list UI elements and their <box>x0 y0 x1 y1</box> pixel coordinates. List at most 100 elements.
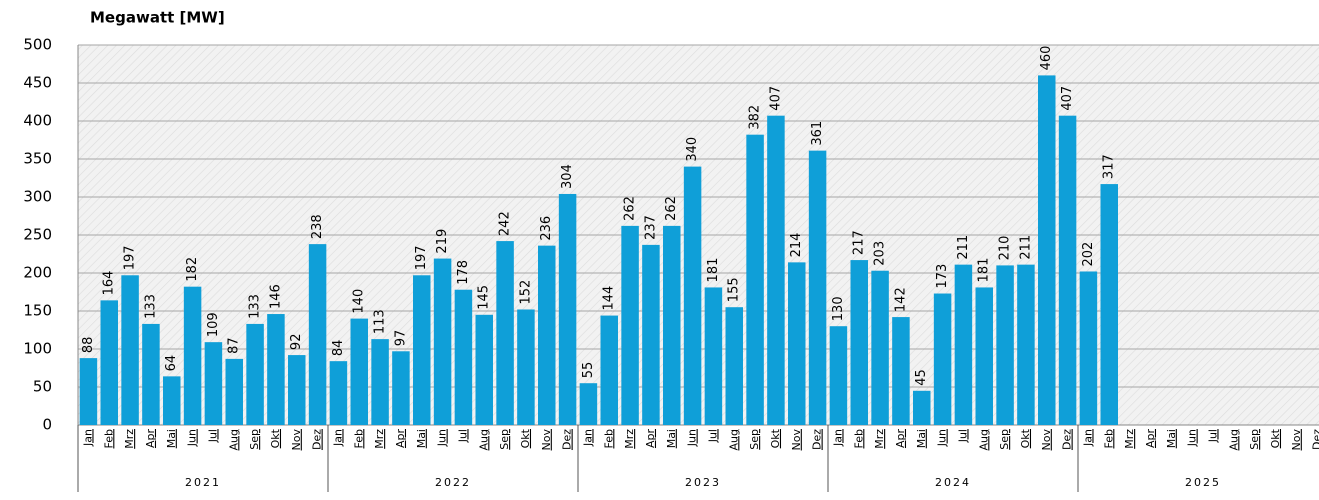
x-tick-label: Sep <box>998 429 1011 450</box>
bar <box>1017 264 1035 425</box>
value-label: 340 <box>685 137 700 162</box>
bar <box>767 115 785 426</box>
x-tick-label: Dez <box>561 429 574 450</box>
value-label: 197 <box>414 245 429 270</box>
value-label: 361 <box>810 121 825 146</box>
x-tick-label: Jul <box>1206 429 1219 443</box>
value-label: 407 <box>1060 86 1075 111</box>
x-tick-label: Mai <box>165 429 178 448</box>
bar <box>538 245 556 425</box>
bar <box>892 317 910 425</box>
value-label: 45 <box>914 369 929 386</box>
bar <box>225 358 243 425</box>
y-tick-label: 200 <box>23 264 52 282</box>
bar <box>725 307 743 425</box>
value-label: 407 <box>768 86 783 111</box>
value-label: 109 <box>206 312 221 337</box>
bar <box>1079 271 1098 425</box>
x-tick-label: Apr <box>394 429 407 449</box>
x-tick-label: Jun <box>186 429 199 447</box>
value-label: 217 <box>852 230 867 255</box>
bar <box>308 244 327 425</box>
x-tick-label: Jun <box>686 429 699 447</box>
value-label: 92 <box>289 334 304 351</box>
x-tick-label: Jun <box>1186 429 1199 447</box>
value-label: 304 <box>560 164 575 189</box>
value-label: 152 <box>518 280 533 305</box>
x-tick-label: Aug <box>477 429 490 450</box>
bar <box>371 339 389 425</box>
value-label: 181 <box>706 258 721 283</box>
x-tick-label: Jan <box>81 429 94 447</box>
value-label: 236 <box>539 216 554 241</box>
value-label: 181 <box>977 258 992 283</box>
bar <box>433 258 452 425</box>
x-tick-label: Okt <box>1019 428 1032 448</box>
value-label: 182 <box>185 257 200 282</box>
y-tick-label: 400 <box>23 112 52 130</box>
x-tick-label: Nov <box>540 429 553 451</box>
value-label: 146 <box>268 284 283 309</box>
value-label: 55 <box>581 362 596 379</box>
value-label: 237 <box>643 215 658 240</box>
value-label: 211 <box>956 235 971 260</box>
bar <box>600 315 618 425</box>
value-label: 317 <box>1102 154 1117 179</box>
value-label: 133 <box>143 294 158 319</box>
group-label: 2021 <box>185 476 221 489</box>
x-tick-label: Jun <box>936 429 949 447</box>
value-label: 197 <box>123 245 138 270</box>
x-tick-label: Okt <box>269 428 282 448</box>
bar <box>808 150 827 425</box>
group-label: 2022 <box>435 476 471 489</box>
value-label: 242 <box>498 211 513 236</box>
value-label: 460 <box>1039 46 1054 71</box>
bar <box>933 293 952 425</box>
x-tick-label: Mai <box>665 429 678 448</box>
bar <box>871 270 889 425</box>
bar <box>517 309 535 425</box>
x-tick-label: Sep <box>498 429 511 450</box>
bar <box>454 289 473 425</box>
x-tick-label: Dez <box>1061 429 1074 450</box>
x-tick-label: Nov <box>790 429 803 451</box>
x-tick-label: Apr <box>1144 429 1157 449</box>
value-label: 214 <box>789 233 804 258</box>
bar <box>183 286 202 425</box>
bar <box>204 342 223 425</box>
bar <box>288 355 306 425</box>
value-label: 210 <box>998 236 1013 261</box>
y-tick-label: 500 <box>23 36 52 54</box>
y-tick-label: 150 <box>23 302 52 320</box>
x-tick-label: Mrz <box>873 429 886 449</box>
x-tick-label: Sep <box>1248 429 1261 450</box>
axis-title: Megawatt [MW] <box>90 9 225 27</box>
y-tick-label: 250 <box>23 226 52 244</box>
x-tick-label: Mrz <box>623 429 636 449</box>
value-label: 87 <box>227 337 242 354</box>
x-tick-label: Dez <box>1311 429 1319 450</box>
bar <box>850 260 868 425</box>
y-tick-label: 300 <box>23 188 52 206</box>
x-tick-label: Jul <box>706 429 719 443</box>
bar <box>642 244 660 425</box>
value-label: 140 <box>352 289 367 314</box>
value-label: 211 <box>1018 235 1033 260</box>
x-tick-label: Okt <box>1269 428 1282 448</box>
bar <box>996 265 1014 425</box>
x-tick-label: Mrz <box>123 429 136 449</box>
value-label: 64 <box>164 355 179 372</box>
x-tick-label: Apr <box>144 429 157 449</box>
y-tick-label: 450 <box>23 74 52 92</box>
x-tick-label: Feb <box>602 429 615 448</box>
x-tick-label: Aug <box>727 429 740 450</box>
bar <box>579 383 598 425</box>
value-label: 203 <box>873 241 888 266</box>
value-label: 155 <box>727 277 742 302</box>
value-label: 173 <box>935 264 950 289</box>
bar <box>79 358 98 425</box>
bar <box>704 287 723 425</box>
x-tick-label: Dez <box>811 429 824 450</box>
x-tick-label: Mrz <box>1123 429 1136 449</box>
